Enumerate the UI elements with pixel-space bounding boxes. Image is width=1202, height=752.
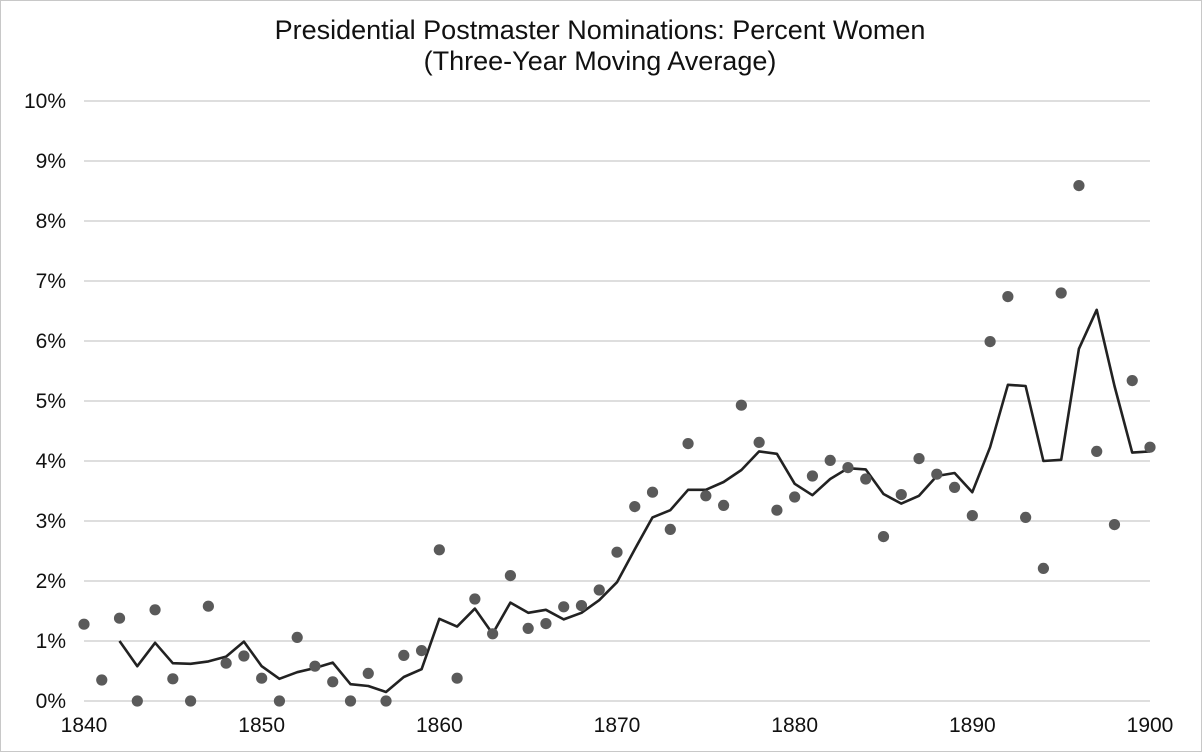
data-point (718, 499, 730, 511)
data-point (895, 489, 907, 501)
data-point (753, 436, 765, 448)
x-tick-label: 1880 (771, 714, 818, 737)
data-point (149, 604, 161, 616)
data-point (1055, 287, 1067, 299)
data-point (948, 481, 961, 493)
y-tick-label: 1% (36, 630, 66, 653)
data-point (664, 523, 676, 536)
data-point (415, 645, 428, 657)
data-point (398, 649, 410, 662)
data-point (824, 454, 836, 466)
data-point (131, 695, 143, 707)
data-point (682, 438, 694, 450)
data-point (984, 336, 996, 348)
y-tick-label: 8% (36, 210, 66, 233)
x-tick-label: 1850 (238, 714, 285, 737)
data-point (860, 473, 872, 485)
data-point (220, 657, 232, 669)
moving-average-line (118, 308, 1151, 694)
data-point (877, 531, 890, 543)
data-point (735, 399, 747, 411)
data-point (842, 462, 854, 474)
data-point (469, 593, 481, 605)
data-point (931, 468, 943, 480)
data-points (78, 180, 1156, 707)
data-point (113, 612, 126, 624)
data-point (167, 673, 179, 685)
x-axis-tick-labels: 1840 1850 1860 1870 1880 1890 1900 (61, 714, 1174, 737)
y-tick-label: 2% (36, 570, 66, 593)
y-tick-label: 4% (36, 450, 66, 473)
data-point (575, 600, 588, 612)
data-point (291, 631, 303, 644)
y-tick-label: 7% (36, 270, 66, 293)
data-point (646, 486, 659, 498)
y-tick-label: 0% (36, 690, 66, 713)
data-point (487, 628, 499, 640)
data-point (78, 618, 90, 630)
y-tick-label: 9% (36, 150, 66, 173)
data-point (1126, 375, 1138, 387)
data-point (700, 490, 712, 502)
y-tick-label: 6% (36, 330, 66, 353)
y-tick-label: 5% (36, 390, 66, 413)
x-tick-label: 1900 (1127, 714, 1174, 737)
data-point (558, 601, 570, 613)
data-point (1144, 441, 1156, 453)
data-point (273, 695, 286, 707)
data-point (1091, 445, 1103, 457)
data-point (344, 695, 357, 707)
data-point (1108, 519, 1121, 531)
y-tick-label: 10% (24, 90, 66, 113)
data-point (913, 453, 925, 465)
data-point (522, 622, 534, 635)
x-tick-label: 1870 (594, 714, 641, 737)
chart-title: Presidential Postmaster Nominations: Per… (275, 15, 926, 45)
data-point (238, 650, 250, 662)
data-point (629, 501, 641, 513)
gridlines (84, 100, 1150, 702)
data-point (309, 660, 321, 672)
data-point (593, 584, 605, 596)
y-axis-tick-labels: 0% 1% 2% 3% 4% 5% 6% 7% 8% 9% 10% (24, 90, 66, 713)
data-point (451, 672, 463, 684)
data-point (1020, 511, 1032, 523)
data-point (771, 504, 783, 516)
chart-subtitle: (Three-Year Moving Average) (424, 46, 777, 76)
data-point (966, 509, 978, 522)
data-point (362, 667, 374, 680)
moving-average-line-group (118, 308, 1151, 694)
x-tick-label: 1890 (949, 714, 996, 737)
data-point (1037, 562, 1049, 575)
data-point (185, 695, 197, 707)
data-point (96, 674, 108, 686)
data-point (202, 600, 214, 612)
x-tick-label: 1840 (61, 714, 108, 737)
data-point (256, 672, 268, 684)
data-point (433, 544, 445, 556)
y-tick-label: 3% (36, 510, 66, 533)
data-point (611, 546, 623, 558)
data-point (504, 570, 516, 582)
data-point (1073, 180, 1085, 192)
data-point (380, 695, 392, 707)
x-tick-label: 1860 (416, 714, 463, 737)
data-point (1002, 291, 1014, 303)
data-point (327, 676, 339, 688)
data-point (806, 470, 819, 482)
data-point (540, 618, 552, 630)
data-point (789, 491, 801, 503)
